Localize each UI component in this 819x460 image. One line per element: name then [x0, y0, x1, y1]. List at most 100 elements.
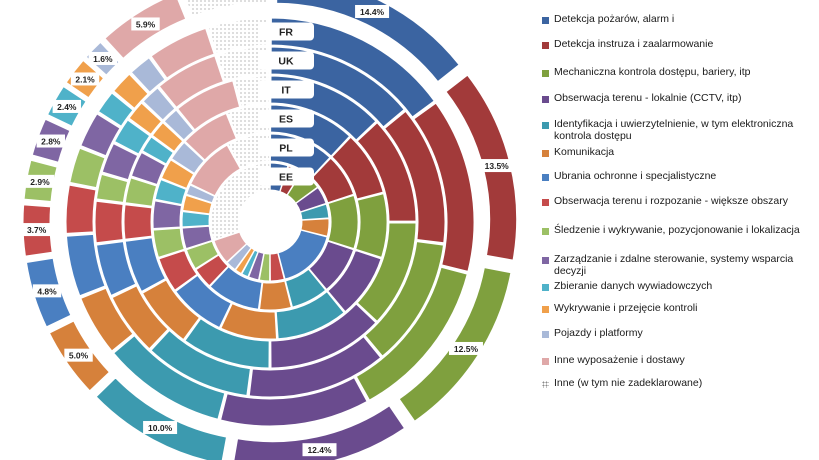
donut-segment-it-8 [124, 177, 158, 207]
donut-segment-es-13 [184, 112, 237, 161]
data-label-8: 2.9% [30, 177, 50, 187]
legend-swatch [542, 174, 549, 181]
donut-segment-es-5 [220, 303, 278, 340]
data-label-6: 4.8% [37, 286, 57, 296]
ring-label-bg-3 [258, 80, 314, 99]
legend-label: Zbieranie danych wywiadowczych [554, 280, 713, 292]
donut-segment-fr-8 [69, 147, 106, 189]
donut-chart-area: 14.4% 13.5% 12.5% 12.4% 10.0% 5.0% 4.8% 3.7% 2.9… [22, 0, 518, 460]
donut-segment-es-6 [175, 274, 232, 329]
donut-segment-fr-3 [220, 377, 368, 427]
legend-label: Detekcja pożarów, alarm i [554, 13, 675, 25]
donut-segment-it-10 [141, 136, 174, 165]
data-label-bg-5 [64, 348, 93, 362]
legend-item: Detekcja pożarów, alarm i [535, 13, 817, 25]
donut-segment-uk-7 [94, 200, 124, 244]
donut-segment-pl-5 [259, 280, 292, 311]
data-label-10: 2.4% [57, 102, 77, 112]
donut-segment-uk-8 [95, 173, 129, 203]
ring-label-it: IT [281, 85, 291, 97]
donut-segment-pl-10 [181, 211, 210, 228]
donut-segment-es-9 [152, 200, 183, 230]
ring-label-bg-4 [258, 51, 314, 70]
legend-swatch [542, 228, 549, 235]
donut-segment-wszystkie-państwa-3 [233, 405, 406, 460]
donut-segment-fr-0 [270, 17, 435, 118]
legend-swatch [542, 358, 549, 365]
ring-label-fr: FR [279, 27, 293, 39]
ring-label-uk: UK [278, 56, 294, 68]
ring-label-bg-2 [258, 109, 314, 128]
donut-segment-it-3 [270, 303, 377, 369]
legend: Detekcja pożarów, alarm i Detekcja instru… [535, 0, 819, 460]
data-label-bg-3 [302, 443, 337, 457]
legend-item: Mechaniczna kontrola dostępu, bariery, i… [535, 66, 817, 78]
legend-item: Inne (w tym nie zadeklarowane) [535, 377, 817, 389]
data-label-9: 2.8% [41, 137, 61, 147]
donut-segment-es-10 [154, 179, 187, 206]
donut-segment-it-12 [163, 109, 195, 141]
donut-segment-fr-13 [150, 27, 215, 79]
ring-label-bg-5 [258, 22, 314, 41]
legend-swatch [542, 122, 549, 129]
data-label-7: 3.7% [27, 225, 47, 235]
donut-segment-it-2 [356, 222, 417, 322]
donut-segment-it-13 [177, 80, 241, 131]
legend-swatch [542, 70, 549, 77]
data-label-bg-7 [22, 223, 51, 237]
data-label-bg-12 [88, 51, 118, 65]
donut-segment-es-11 [160, 159, 195, 189]
legend-item: Ubrania ochronne i specjalistyczne [535, 170, 817, 182]
legend-item: Inne wyposażenie i dostawy [535, 354, 817, 366]
data-label-bg-8 [25, 174, 55, 188]
legend-label: Obserwacja terenu i rozpozanie - większe… [554, 195, 789, 207]
donut-segment-pl-7 [195, 254, 229, 287]
donut-segment-uk-13 [158, 55, 224, 109]
data-label-bg-2 [448, 341, 483, 355]
donut-segment-pl-12 [185, 184, 216, 204]
legend-label: Ubrania ochronne i specjalistyczne [554, 170, 717, 182]
data-label-3: 12.4% [307, 445, 332, 455]
data-label-5: 5.0% [69, 351, 89, 361]
donut-segment-es-8 [152, 227, 185, 259]
legend-item: Obserwacja terenu i rozpozanie - większe… [535, 195, 817, 207]
legend-label: Inne wyposażenie i dostawy [554, 354, 685, 366]
donut-segment-it-5 [141, 279, 201, 341]
data-label-bg-13 [131, 17, 160, 31]
donut-segment-es-3 [327, 249, 382, 313]
donut-segment-wszystkie-państwa-14 [185, 0, 267, 17]
donut-segment-it-6 [124, 237, 166, 293]
legend-swatch [542, 381, 549, 388]
data-label-bg-6 [32, 284, 62, 298]
data-label-2: 12.5% [454, 344, 479, 354]
legend-swatch [542, 17, 549, 24]
legend-label: Pojazdy i platformy [554, 327, 643, 339]
legend-swatch [542, 306, 549, 313]
donut-segment-uk-2 [364, 241, 445, 357]
donut-segment-fr-6 [65, 233, 106, 297]
donut-segment-es-4 [275, 291, 345, 340]
donut-segment-uk-10 [113, 119, 151, 155]
legend-item: Zbieranie danych wywiadowczych [535, 280, 817, 292]
data-label-bg-1 [479, 159, 514, 173]
data-label-bg-10 [52, 99, 82, 113]
donut-segment-uk-3 [248, 335, 382, 398]
legend-swatch [542, 96, 549, 103]
legend-label: Komunikacja [554, 146, 615, 158]
donut-segment-pl-9 [181, 225, 213, 250]
donut-segment-fr-5 [80, 287, 134, 352]
donut-segment-it-4 [184, 318, 270, 369]
donut-chart: 14.4% 13.5% 12.5% 12.4% 10.0% 5.0% 4.8% 3.7% 2.9… [22, 0, 518, 460]
legend-swatch [542, 42, 549, 49]
donut-segment-pl-13 [189, 144, 241, 197]
donut-segment-fr-11 [113, 73, 149, 109]
donut-segment-fr-2 [355, 266, 468, 401]
donut-segment-pl-11 [182, 194, 213, 215]
data-label-1: 13.5% [485, 161, 510, 171]
donut-segment-uk-9 [101, 142, 139, 181]
legend-item: Śledzenie i wykrywanie, pozycjonowanie i… [535, 224, 817, 236]
donut-segment-fr-4 [113, 335, 226, 420]
legend-item: Wykrywanie i przejęcie kontroli [535, 302, 817, 314]
legend-swatch [542, 150, 549, 157]
donut-segment-ee-14 [210, 162, 271, 241]
